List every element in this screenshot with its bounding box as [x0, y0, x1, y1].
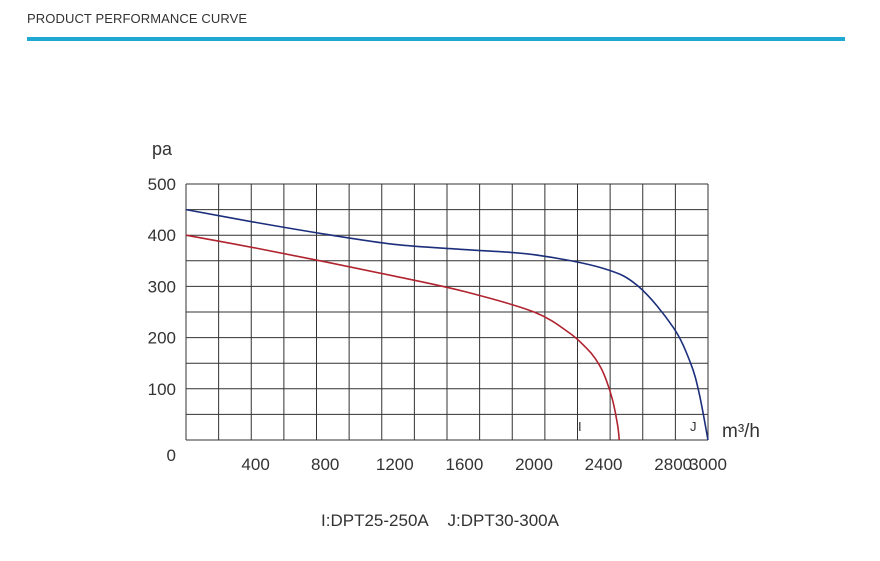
- y-axis-label: pa: [152, 139, 173, 159]
- legend-entry-j: J:DPT30-300A: [447, 511, 559, 530]
- x-tick-label: 3000: [689, 455, 727, 474]
- x-tick-label: 1600: [445, 455, 483, 474]
- y-tick-label: 0: [167, 446, 176, 465]
- curve-label-j: J: [690, 419, 697, 434]
- x-tick-label: 2000: [515, 455, 553, 474]
- legend-entry-i: I:DPT25-250A: [321, 511, 429, 530]
- x-axis-label: m³/h: [722, 421, 760, 442]
- y-tick-label: 100: [148, 380, 176, 399]
- x-tick-label: 800: [311, 455, 339, 474]
- series-line-i: [185, 234, 621, 441]
- series-line-j: [185, 208, 709, 441]
- x-tick-label: 1200: [376, 455, 414, 474]
- chart-grid: [185, 183, 709, 441]
- y-tick-label: 500: [148, 175, 176, 194]
- y-tick-label: 200: [148, 329, 176, 348]
- x-tick-label: 2800: [654, 455, 692, 474]
- x-tick-label: 2400: [585, 455, 623, 474]
- chart-series: [185, 208, 709, 441]
- y-tick-label: 300: [148, 277, 176, 296]
- page-title: PRODUCT PERFORMANCE CURVE: [27, 11, 248, 26]
- x-tick-label: 400: [241, 455, 269, 474]
- y-tick-label: 400: [148, 226, 176, 245]
- chart-ticks: 0 100 200 300 400 500 400 800 1200 1600 2000 2400 28…: [148, 175, 727, 474]
- title-underline: [27, 37, 845, 41]
- chart-legend: I:DPT25-250A J:DPT30-300A: [0, 511, 880, 531]
- curve-label-i: I: [578, 419, 582, 434]
